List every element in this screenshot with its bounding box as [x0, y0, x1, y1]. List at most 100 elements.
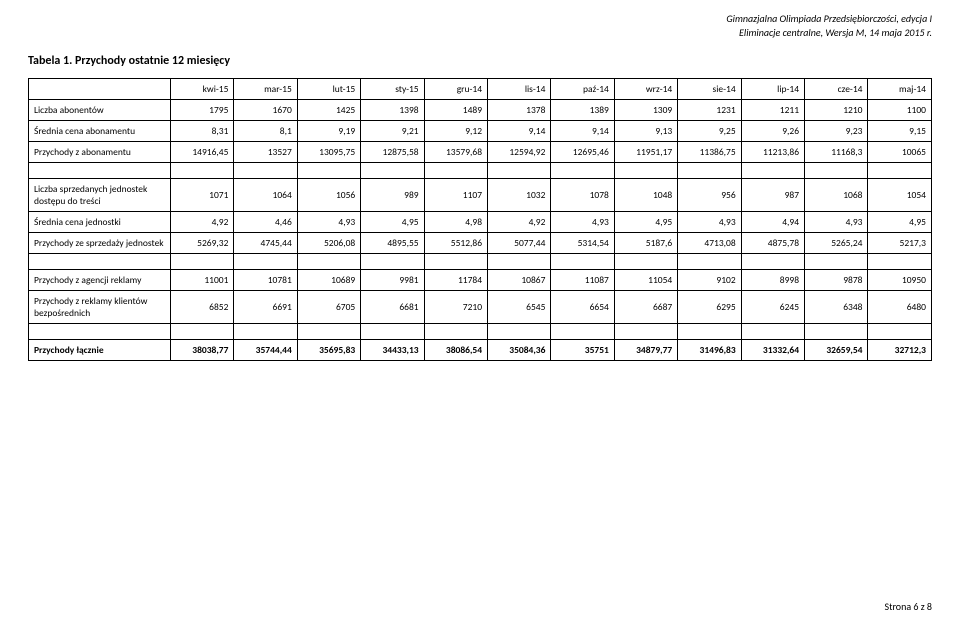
table-cell: 31496,83	[678, 340, 741, 361]
table-cell: 5187,6	[614, 233, 677, 254]
col-header: sty-15	[361, 79, 424, 100]
table-cell: 11001	[171, 270, 234, 291]
table-cell: 1107	[424, 179, 487, 212]
table-cell: 6654	[551, 291, 614, 324]
table-cell: 34433,13	[361, 340, 424, 361]
table-cell: 10867	[488, 270, 551, 291]
spacer-cell	[741, 163, 804, 179]
spacer-cell	[551, 254, 614, 270]
table-row: Przychody z agencji reklamy1100110781106…	[29, 270, 932, 291]
table-cell: 13579,68	[424, 142, 487, 163]
table-cell: 1309	[614, 100, 677, 121]
spacer-cell	[868, 254, 932, 270]
table-cell: 14916,45	[171, 142, 234, 163]
table-cell: 4,46	[234, 212, 297, 233]
table-cell: 11054	[614, 270, 677, 291]
row-label: Liczba abonentów	[29, 100, 171, 121]
table-cell: 12594,92	[488, 142, 551, 163]
table-cell: 5206,08	[297, 233, 360, 254]
table-cell: 1048	[614, 179, 677, 212]
spacer-row	[29, 163, 932, 179]
col-header: sie-14	[678, 79, 741, 100]
spacer-cell	[297, 254, 360, 270]
spacer-cell	[29, 254, 171, 270]
table-cell: 4,93	[805, 212, 868, 233]
table-cell: 4,95	[868, 212, 932, 233]
spacer-cell	[678, 254, 741, 270]
table-cell: 11087	[551, 270, 614, 291]
table-cell: 31332,64	[741, 340, 804, 361]
table-cell: 9,25	[678, 121, 741, 142]
spacer-cell	[29, 324, 171, 340]
table-cell: 10065	[868, 142, 932, 163]
col-header: gru-14	[424, 79, 487, 100]
table-cell: 9,13	[614, 121, 677, 142]
table-cell: 4,93	[678, 212, 741, 233]
table-cell: 9,19	[297, 121, 360, 142]
table-cell: 1071	[171, 179, 234, 212]
table-cell: 35744,44	[234, 340, 297, 361]
table-cell: 9,23	[805, 121, 868, 142]
table-cell: 6687	[614, 291, 677, 324]
col-header: maj-14	[868, 79, 932, 100]
table-cell: 7210	[424, 291, 487, 324]
spacer-cell	[361, 324, 424, 340]
spacer-cell	[678, 324, 741, 340]
table-cell: 10950	[868, 270, 932, 291]
spacer-cell	[868, 163, 932, 179]
spacer-cell	[551, 324, 614, 340]
table-cell: 1670	[234, 100, 297, 121]
table-cell: 13095,75	[297, 142, 360, 163]
table-cell: 4875,78	[741, 233, 804, 254]
table-row: Przychody łącznie38038,7735744,4435695,8…	[29, 340, 932, 361]
spacer-cell	[361, 163, 424, 179]
row-label: Średnia cena abonamentu	[29, 121, 171, 142]
table-cell: 1425	[297, 100, 360, 121]
row-label: Liczba sprzedanych jednostek dostępu do …	[29, 179, 171, 212]
table-row: Liczba sprzedanych jednostek dostępu do …	[29, 179, 932, 212]
table-cell: 4713,08	[678, 233, 741, 254]
header-empty-cell	[29, 79, 171, 100]
spacer-cell	[171, 254, 234, 270]
table-cell: 4,95	[614, 212, 677, 233]
spacer-cell	[29, 163, 171, 179]
table-row: Liczba abonentów179516701425139814891378…	[29, 100, 932, 121]
table-row: Średnia cena abonamentu8,318,19,199,219,…	[29, 121, 932, 142]
spacer-cell	[678, 163, 741, 179]
table-row: Średnia cena jednostki4,924,464,934,954,…	[29, 212, 932, 233]
table-cell: 1078	[551, 179, 614, 212]
table-cell: 6852	[171, 291, 234, 324]
table-cell: 1211	[741, 100, 804, 121]
spacer-cell	[488, 324, 551, 340]
table-cell: 1056	[297, 179, 360, 212]
table-cell: 11951,17	[614, 142, 677, 163]
table-cell: 1795	[171, 100, 234, 121]
table-cell: 10689	[297, 270, 360, 291]
table-cell: 1389	[551, 100, 614, 121]
spacer-cell	[171, 324, 234, 340]
col-header: lut-15	[297, 79, 360, 100]
table-cell: 11784	[424, 270, 487, 291]
header-line-1: Gimnazjalna Olimpiada Przedsiębiorczości…	[726, 12, 932, 26]
table-row: Przychody ze sprzedaży jednostek5269,324…	[29, 233, 932, 254]
spacer-cell	[424, 324, 487, 340]
table-cell: 32659,54	[805, 340, 868, 361]
col-header: mar-15	[234, 79, 297, 100]
table-cell: 11213,86	[741, 142, 804, 163]
spacer-cell	[424, 254, 487, 270]
table-cell: 1231	[678, 100, 741, 121]
table-cell: 6705	[297, 291, 360, 324]
table-cell: 4,95	[361, 212, 424, 233]
row-label: Przychody z agencji reklamy	[29, 270, 171, 291]
table-cell: 9,21	[361, 121, 424, 142]
table-cell: 1100	[868, 100, 932, 121]
table-cell: 4,92	[488, 212, 551, 233]
table-cell: 8998	[741, 270, 804, 291]
table-cell: 38038,77	[171, 340, 234, 361]
spacer-row	[29, 254, 932, 270]
table-cell: 1068	[805, 179, 868, 212]
table-cell: 35084,36	[488, 340, 551, 361]
col-header: kwi-15	[171, 79, 234, 100]
spacer-cell	[805, 324, 868, 340]
table-cell: 9,14	[551, 121, 614, 142]
